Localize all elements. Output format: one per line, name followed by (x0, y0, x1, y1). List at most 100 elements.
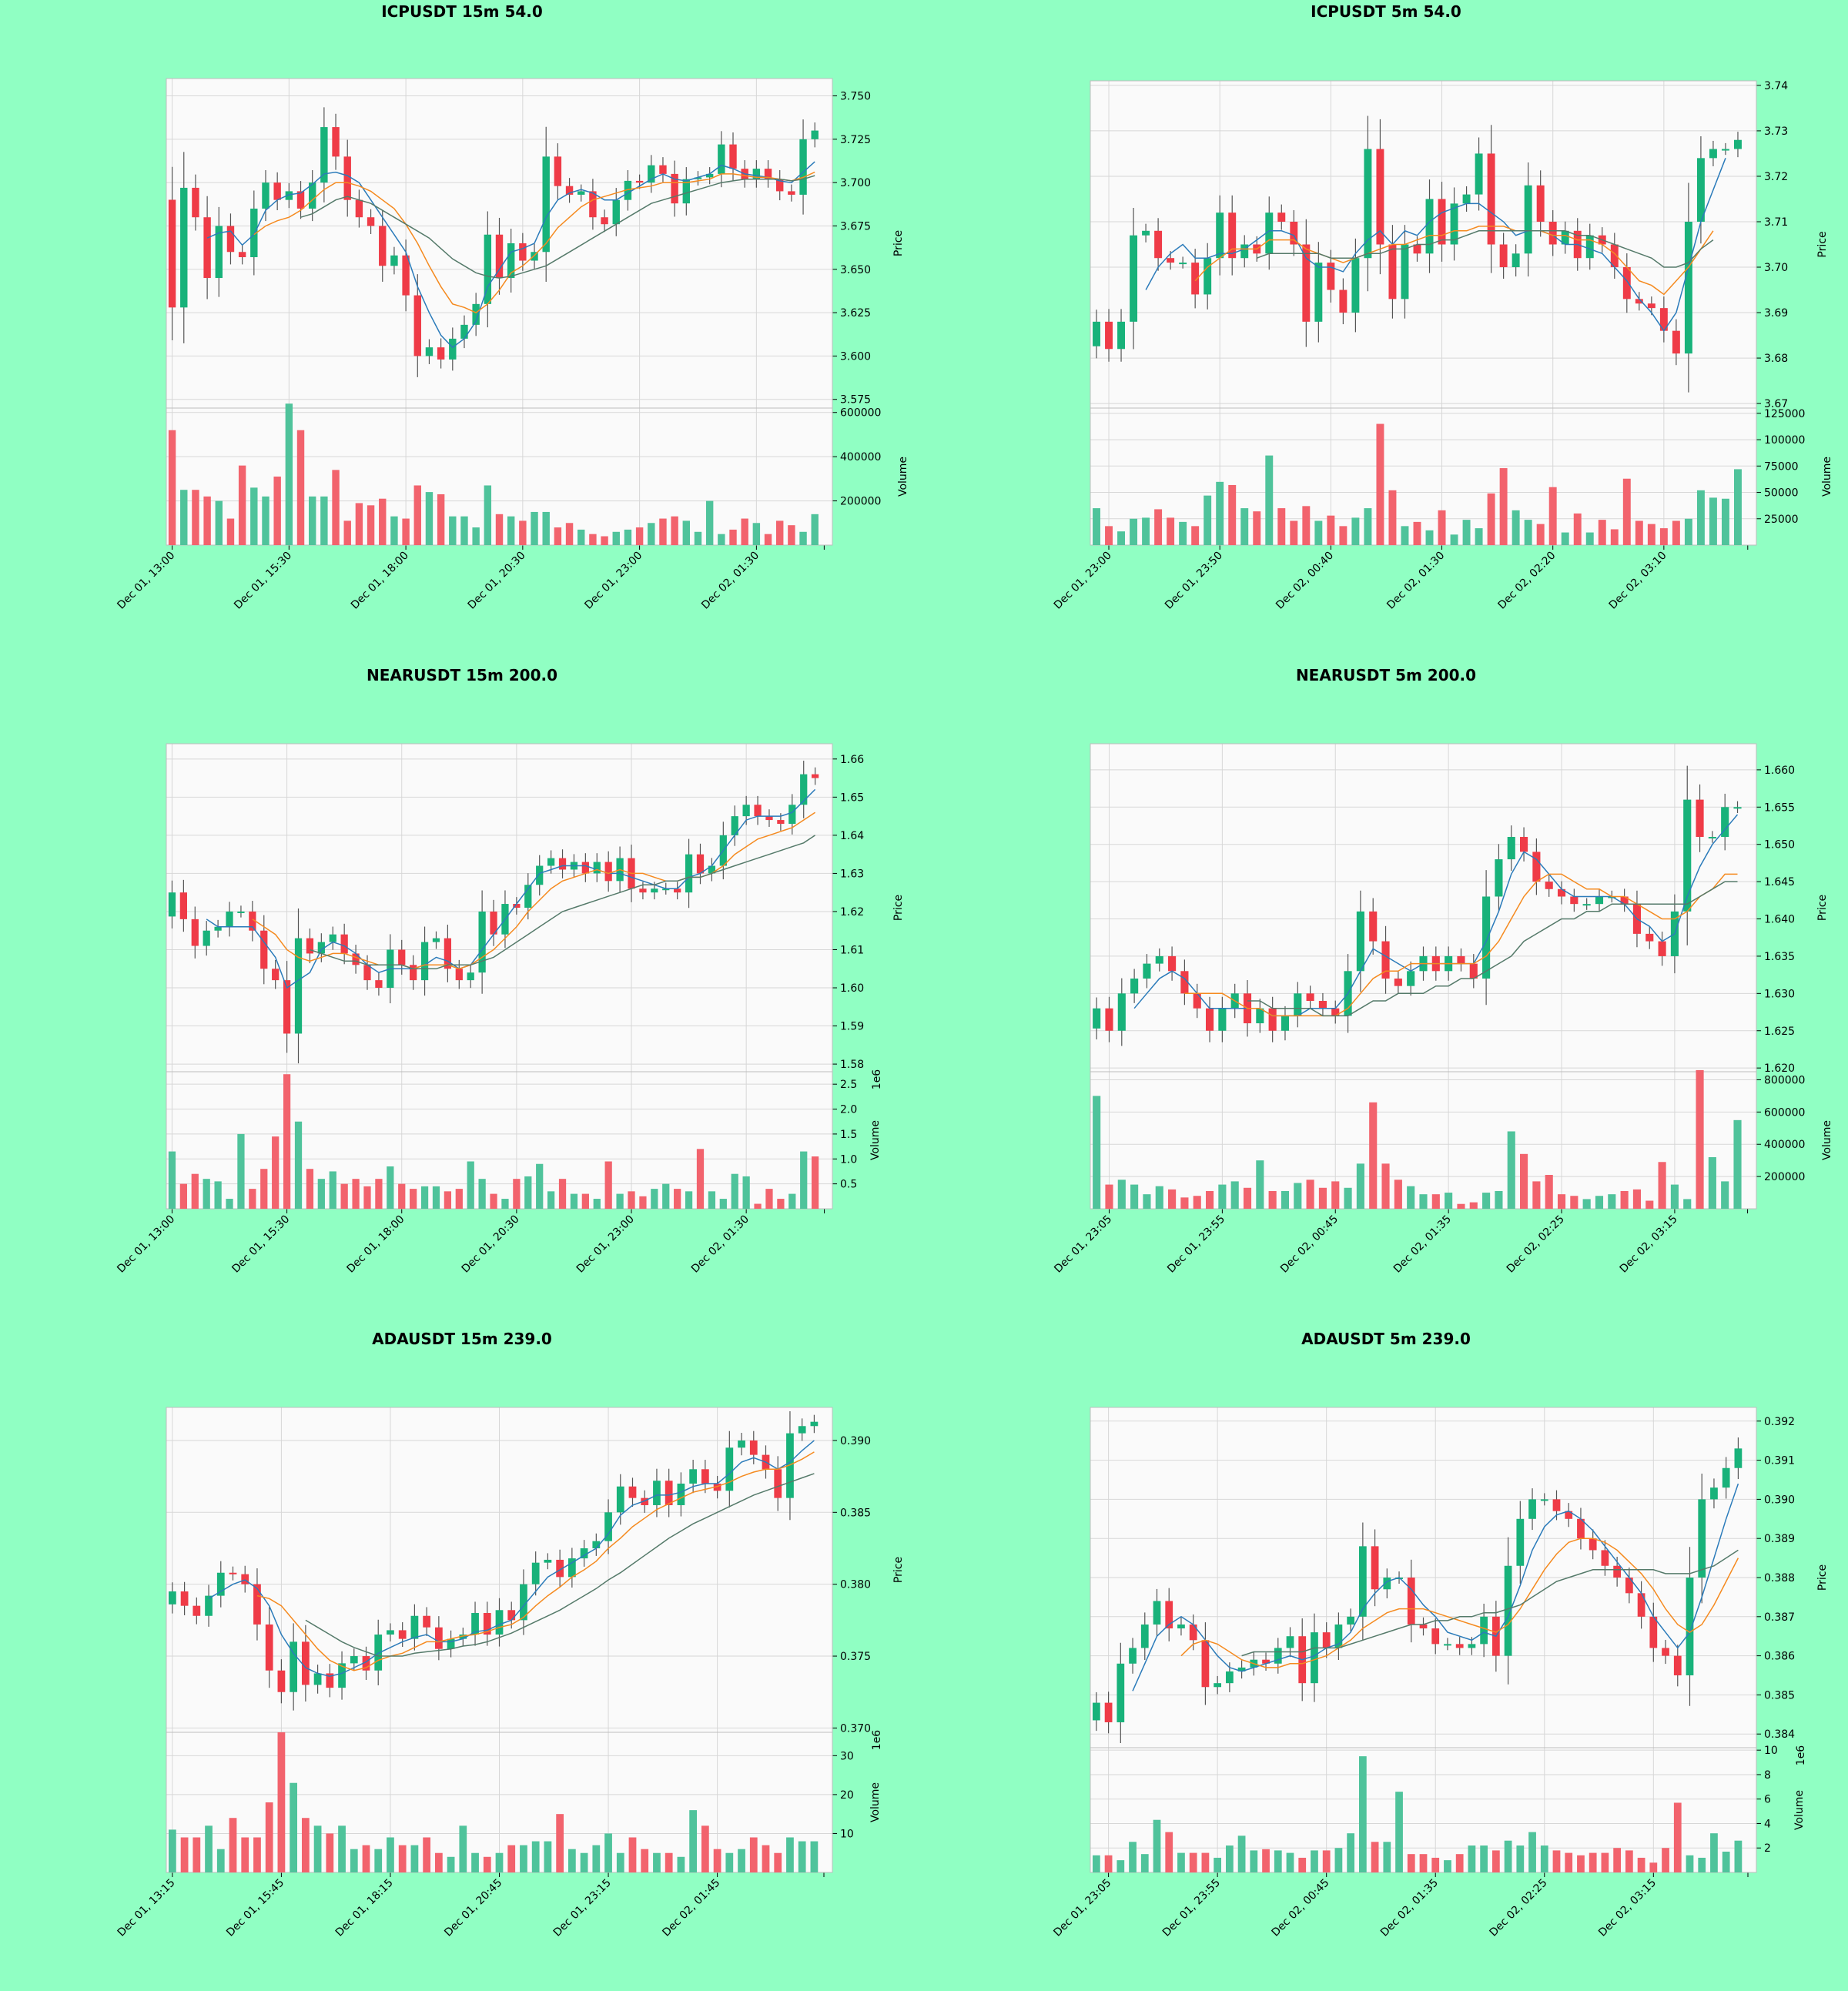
volume-bar (524, 1176, 532, 1209)
volume-bar (742, 1176, 750, 1209)
volume-bar (624, 529, 632, 545)
volume-bar (581, 1193, 589, 1209)
volume-bar (262, 496, 270, 545)
x-tick-label: Dec 02, 02:25 (1505, 1213, 1567, 1276)
volume-bar (653, 1852, 661, 1872)
volume-bar (260, 1169, 268, 1209)
price-axis-label: Price (892, 230, 905, 256)
volume-bar (483, 1856, 491, 1872)
volume-bar (674, 1189, 681, 1209)
volume-bar (738, 1849, 745, 1872)
volume-bar (1532, 1181, 1541, 1209)
candle-body (1189, 1624, 1197, 1641)
candle-body (1286, 1636, 1294, 1648)
price-tick-label: 3.575 (840, 394, 871, 407)
x-tick-label: Dec 01, 13:00 (115, 550, 177, 612)
candle-body (1425, 199, 1434, 254)
volume-bar (1444, 1860, 1451, 1872)
price-tick-label: 0.380 (840, 1579, 871, 1591)
candle-body (350, 1656, 358, 1664)
candle-body (1696, 158, 1705, 222)
candle-body (542, 156, 550, 253)
price-tick-label: 0.385 (1764, 1689, 1795, 1702)
price-tick-label: 1.630 (1764, 988, 1795, 1000)
price-tick-label: 3.74 (1764, 80, 1788, 92)
chart-title: ICPUSDT 5m 54.0 (1311, 2, 1461, 21)
volume-bar (1450, 534, 1458, 545)
moving-average-line (208, 1440, 815, 1677)
candle-body (1168, 955, 1177, 972)
volume-bar (682, 520, 691, 545)
volume-bar (662, 1183, 670, 1209)
candle-body (764, 169, 772, 179)
candle-body (1105, 1008, 1113, 1031)
price-tick-label: 0.386 (1764, 1651, 1795, 1663)
volume-bar (1595, 1196, 1604, 1209)
volume-bar (1240, 508, 1249, 545)
volume-bar (507, 1845, 516, 1872)
price-axis-label: Price (1816, 231, 1829, 257)
volume-bar (1622, 478, 1631, 545)
volume-bar (1093, 1096, 1101, 1209)
candle-body (1117, 321, 1126, 350)
candle-body (459, 1635, 467, 1639)
candle-body (410, 1615, 419, 1639)
price-tick-label: 1.635 (1764, 951, 1795, 963)
candle-body (1225, 1671, 1234, 1684)
candle-body (604, 862, 612, 882)
volume-bar (390, 516, 398, 545)
candle-body (1262, 1659, 1270, 1664)
x-tick-label: Dec 01, 23:05 (1051, 1877, 1113, 1939)
volume-bar (374, 1849, 383, 1872)
candle-body (226, 911, 233, 927)
candle-body (754, 805, 762, 817)
candle-body (1499, 244, 1508, 268)
candle-body (249, 911, 256, 931)
candle-body (810, 1421, 819, 1427)
candle-body (168, 1591, 176, 1605)
candle-body (449, 338, 457, 360)
candle-body (788, 805, 796, 825)
candle-body (1613, 1565, 1622, 1578)
volume-bar (1371, 1842, 1379, 1872)
candle-body (1507, 837, 1515, 860)
candle-body (1218, 1008, 1227, 1031)
volume-bar (484, 485, 492, 545)
volume-tick-label: 125000 (1764, 408, 1805, 420)
candle-body (237, 911, 245, 913)
volume-bar (1482, 1193, 1491, 1209)
volume-bar (1253, 511, 1261, 545)
candle-body (352, 953, 360, 965)
volume-bar (1256, 1160, 1264, 1209)
candle-body (507, 243, 515, 279)
candle-body (685, 854, 693, 893)
x-tick-label: Dec 01, 23:00 (1052, 550, 1114, 612)
candle-body (1265, 212, 1274, 254)
volume-axis-label: Volume (897, 457, 909, 497)
candle-body (1684, 221, 1692, 354)
chart-svg: NEARUSDT 5m 200.0 1.620 1.625 1.630 1.635 1.6… (1052, 666, 1833, 1276)
candle-body (696, 854, 705, 874)
candle-body (531, 1562, 540, 1584)
candle-body (1512, 253, 1520, 268)
volume-bar (1351, 517, 1360, 545)
price-tick-label: 3.73 (1764, 125, 1788, 138)
candle-body (434, 1627, 443, 1649)
candle-body (581, 862, 589, 874)
x-tick-label: Dec 02, 00:45 (1269, 1877, 1331, 1939)
moving-average-line (1247, 881, 1738, 1017)
candle-body (659, 165, 667, 174)
volume-tick-label: 6 (1764, 1794, 1771, 1806)
volume-bar (1262, 1849, 1270, 1872)
volume-bar (800, 1151, 808, 1209)
candle-body (1482, 896, 1491, 979)
volume-bar (1218, 1184, 1227, 1209)
candle-body (729, 144, 737, 169)
chart-adausdt-5m: ADAUSDT 5m 239.0 0.384 0.385 0.386 0.387 0.38… (924, 1327, 1848, 1991)
volume-bar (1401, 526, 1409, 545)
volume-bar (192, 490, 199, 545)
x-tick-label: Dec 01, 18:00 (349, 550, 411, 612)
volume-bar (812, 1156, 819, 1209)
volume-bar (696, 1149, 705, 1209)
volume-bar (205, 1825, 213, 1872)
